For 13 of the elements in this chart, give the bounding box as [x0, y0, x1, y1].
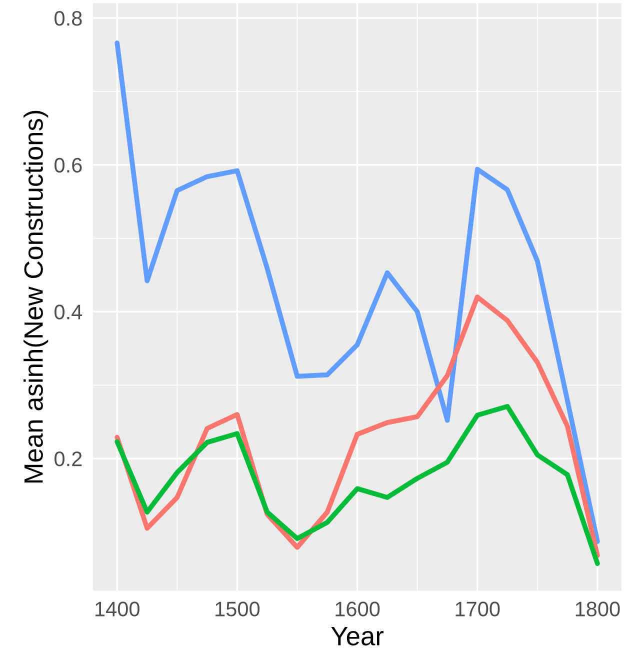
- x-tick-label: 1700: [456, 602, 500, 616]
- y-tick-label: 0.2: [54, 452, 82, 466]
- line-series: [114, 40, 600, 544]
- x-tick-label: 1800: [576, 602, 620, 616]
- y-tick-label: 0.8: [54, 10, 82, 26]
- x-tick-label: 1600: [336, 602, 380, 616]
- x-tick-label: 1500: [216, 602, 260, 616]
- y-tick-label: 0.6: [54, 158, 82, 173]
- line-series: [114, 404, 600, 566]
- y-axis-title: Mean asinh(New Constructions): [24, 110, 48, 483]
- x-tick-label: 1400: [96, 602, 140, 616]
- y-tick-label: 0.4: [54, 304, 82, 320]
- x-axis-title: Year: [331, 627, 384, 646]
